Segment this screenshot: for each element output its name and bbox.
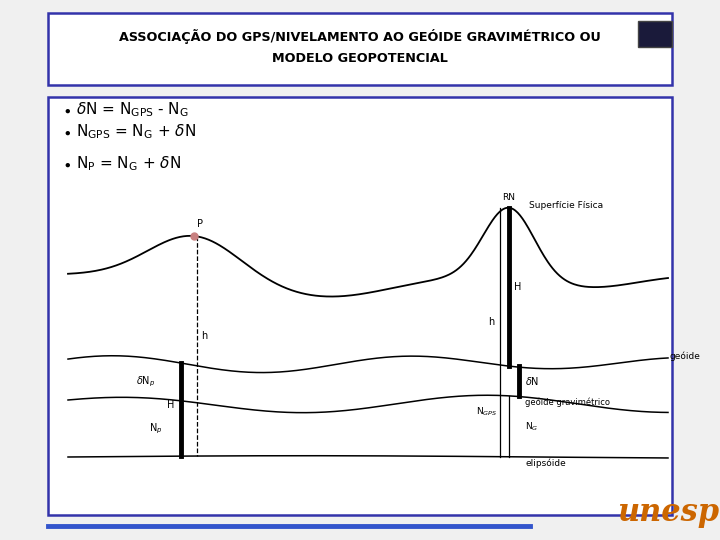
Text: $\bullet$: $\bullet$ (62, 125, 71, 139)
Text: H: H (514, 282, 521, 292)
FancyBboxPatch shape (48, 13, 672, 85)
Text: N$_{\sf P}$ = N$_{\sf G}$ + $\delta$N: N$_{\sf P}$ = N$_{\sf G}$ + $\delta$N (76, 154, 181, 173)
Text: N$_{GPS}$: N$_{GPS}$ (476, 405, 497, 417)
Text: geóide: geóide (670, 351, 701, 361)
Text: elipsóide: elipsóide (525, 459, 566, 468)
Text: MODELO GEOPOTENCIAL: MODELO GEOPOTENCIAL (272, 52, 448, 65)
Text: H: H (168, 400, 175, 409)
Text: $\delta$N$_p$: $\delta$N$_p$ (136, 375, 156, 389)
Text: h: h (487, 318, 494, 327)
Text: N$_G$: N$_G$ (525, 420, 539, 433)
Text: N$_{\sf GPS}$ = N$_{\sf G}$ + $\delta$N: N$_{\sf GPS}$ = N$_{\sf G}$ + $\delta$N (76, 123, 196, 141)
Text: geóide gravimétrico: geóide gravimétrico (525, 398, 610, 407)
Text: ASSOCIAÇÃO DO GPS/NIVELAMENTO AO GEÓIDE GRAVIMÉTRICO OU: ASSOCIAÇÃO DO GPS/NIVELAMENTO AO GEÓIDE … (119, 30, 601, 44)
Text: unesp: unesp (617, 497, 719, 528)
Text: RN: RN (503, 193, 516, 202)
Text: Superfície Física: Superfície Física (529, 201, 603, 210)
Text: N$_p$: N$_p$ (149, 421, 163, 436)
Bar (638, 21, 672, 47)
Text: $\delta$N: $\delta$N (525, 375, 539, 387)
Text: h: h (201, 331, 207, 341)
Text: $\bullet$: $\bullet$ (62, 103, 71, 118)
Text: $\bullet$: $\bullet$ (62, 157, 71, 172)
Text: $\delta$N = N$_{\sf GPS}$ - N$_{\sf G}$: $\delta$N = N$_{\sf GPS}$ - N$_{\sf G}$ (76, 100, 189, 119)
FancyBboxPatch shape (48, 97, 672, 515)
Text: P: P (197, 219, 203, 229)
